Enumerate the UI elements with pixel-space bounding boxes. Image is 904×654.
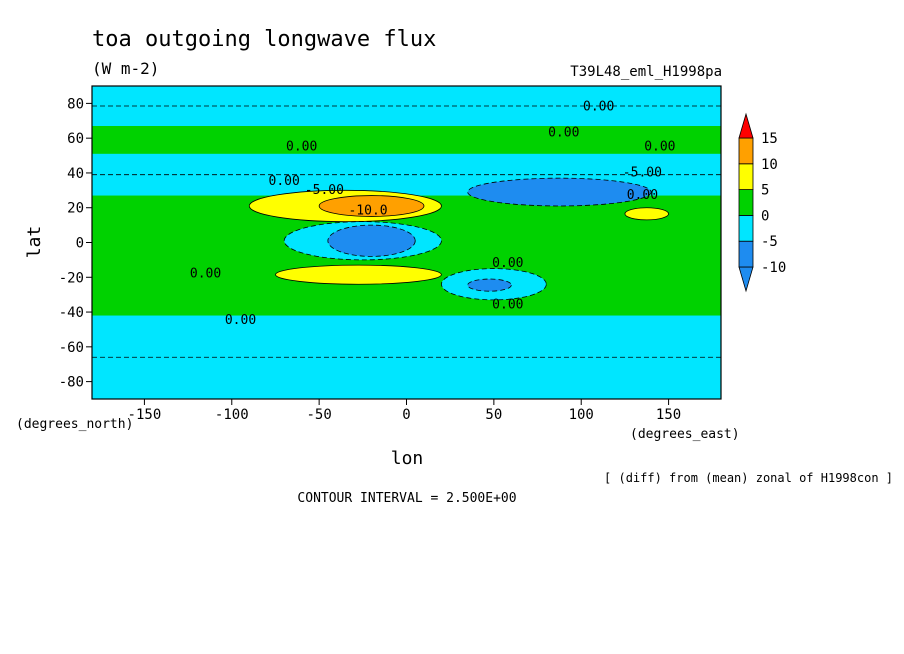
colorbar-label: -10 (761, 260, 786, 276)
y-axis-title: lat (24, 226, 45, 259)
colorbar-box (738, 137, 754, 165)
contour-line-8 (467, 177, 652, 207)
diff-note: [ (diff) from (mean) zonal of H1998con ] (604, 471, 893, 485)
y-unit-label: (degrees_north) (16, 417, 133, 432)
y-tick-label: 40 (67, 166, 84, 182)
y-axis: 80 60 40 20 0 -20 -40 -60 -80 (59, 96, 92, 391)
contour-label-2: 0.00 (644, 139, 675, 154)
x-tick-label: -150 (128, 407, 162, 423)
colorbar-label: 15 (761, 131, 778, 147)
contour-line-4 (318, 195, 425, 217)
region-blue-7 (327, 225, 416, 257)
y-tick-label: -60 (59, 340, 84, 356)
x-tick-label: 100 (569, 407, 594, 423)
y-tick-label: 20 (67, 201, 84, 217)
chart-title: toa outgoing longwave flux (92, 27, 436, 52)
contour-label-5: -5.00 (623, 165, 662, 180)
colorbar-box (738, 214, 754, 242)
region-blue-8 (467, 178, 652, 206)
contour-label-1: 0.00 (548, 125, 579, 140)
contour-line-5 (275, 264, 442, 285)
colorbar-label: 0 (761, 208, 769, 224)
x-tick-label: 150 (656, 407, 681, 423)
region-orange-4 (319, 195, 424, 217)
colorbar-low-triangle (738, 266, 754, 293)
colorbar-label: -5 (761, 234, 778, 250)
contour-line-10 (467, 278, 512, 292)
x-tick-label: -100 (215, 407, 249, 423)
colorbar-label: 5 (761, 183, 769, 199)
x-tick-label: 0 (402, 407, 410, 423)
contour-lines (92, 105, 721, 358)
y-tick-label: -20 (59, 270, 84, 286)
y-tick-label: -40 (59, 305, 84, 321)
contour-line-3 (248, 189, 442, 223)
contour-label-10: 0.00 (190, 266, 221, 281)
colorbar: 15 10 5 0 -5 -10 (738, 112, 786, 293)
x-axis-title: lon (391, 448, 424, 469)
contour-label-8: -10.0 (348, 204, 387, 219)
contour-label-6: 0.00 (627, 188, 658, 203)
run-label: T39L48_eml_H1998pa (570, 64, 722, 80)
region-yellow-5 (275, 265, 442, 285)
colorbar-box (738, 240, 754, 268)
contour-labels: 0.00 0.00 0.00 0.00 0.00 -5.00 0.00 -5.00 -10.0 0… (190, 99, 676, 328)
chart-units: (W m-2) (92, 59, 159, 78)
contour-label-3: 0.00 (286, 139, 317, 154)
x-unit-label: (degrees_east) (630, 427, 740, 442)
contour-label-12: 0.00 (225, 313, 256, 328)
contour-interval: CONTOUR INTERVAL = 2.500E+00 (297, 491, 516, 506)
contour-line-11 (624, 207, 669, 221)
x-tick-label: -50 (306, 407, 331, 423)
colorbar-high-triangle (738, 112, 754, 139)
plot-area: 0.00 0.00 0.00 0.00 0.00 -5.00 0.00 -5.00 -10.0 0… (92, 86, 721, 399)
contour-line-9 (441, 268, 547, 301)
colorbar-box (738, 163, 754, 191)
contour-line-6 (283, 221, 442, 261)
colorbar-box (738, 189, 754, 216)
contour-label-7: -5.00 (305, 183, 344, 198)
contour-label-4: 0.00 (269, 174, 300, 189)
colorbar-label: 10 (761, 157, 778, 173)
y-tick-label: 80 (67, 96, 84, 112)
y-tick-label: 0 (76, 236, 84, 252)
x-axis: -150 -100 -50 0 50 100 150 (128, 399, 681, 423)
contour-label-11: 0.00 (492, 298, 523, 313)
contour-label-0: 0.00 (583, 99, 614, 114)
contour-label-9: 0.00 (492, 256, 523, 271)
contour-line-7 (327, 224, 416, 257)
y-tick-label: 60 (67, 131, 84, 147)
y-tick-label: -80 (59, 375, 84, 391)
region-blue-10 (467, 279, 512, 292)
region-yellow-11 (624, 207, 669, 220)
x-tick-label: 50 (485, 407, 502, 423)
